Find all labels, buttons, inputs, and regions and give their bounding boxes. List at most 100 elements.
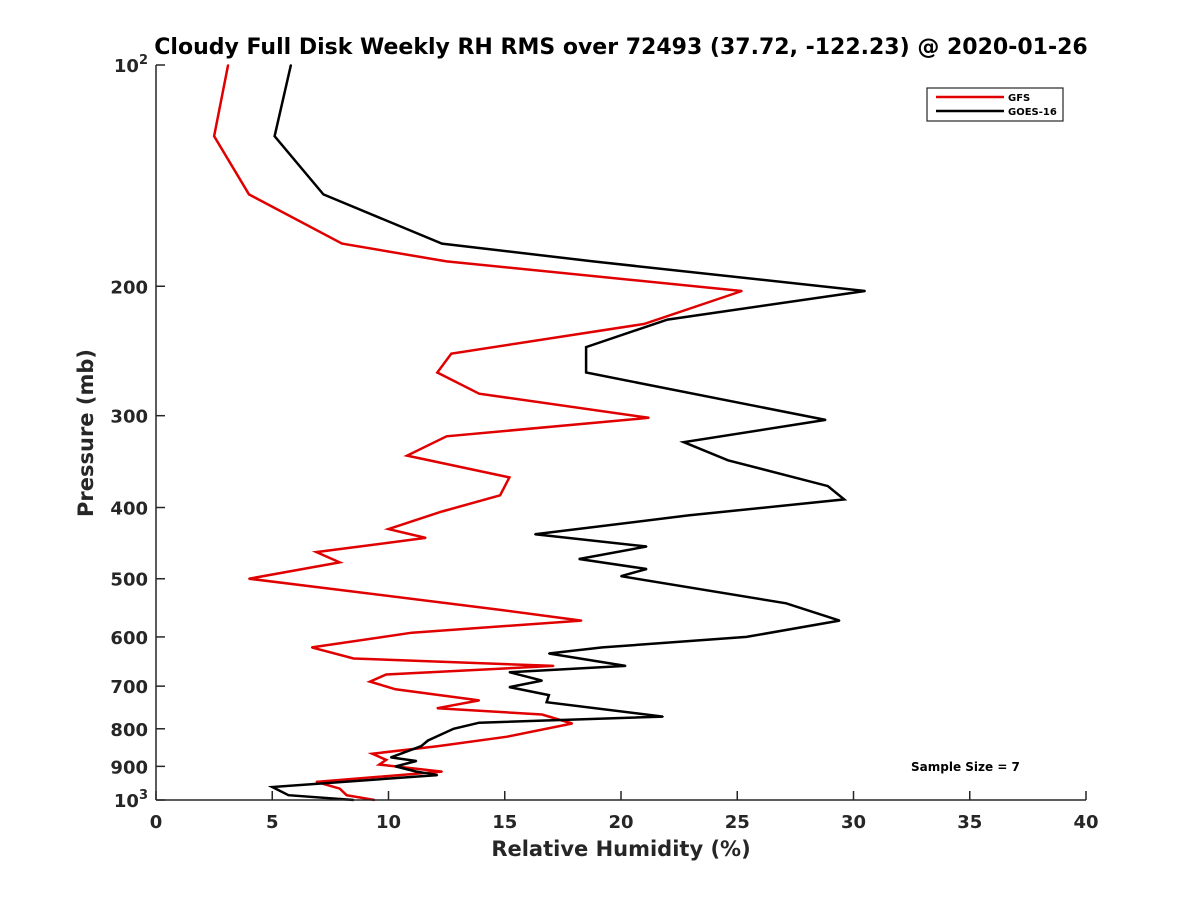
y-tick-label: 200: [110, 277, 148, 298]
y-tick-label: 102: [114, 53, 148, 77]
data-point-gfs-18: [315, 551, 318, 553]
data-point-gfs-9: [478, 392, 481, 395]
y-tick-label: 400: [110, 499, 148, 520]
legend-box: [926, 87, 1064, 122]
data-point-goes16-7: [585, 346, 587, 348]
y-tick-label: 103: [114, 788, 148, 812]
data-point-gfs-0: [227, 64, 230, 66]
data-point-gfs-33: [571, 722, 574, 725]
data-point-gfs-4: [445, 260, 448, 263]
data-point-goes16-3: [441, 242, 443, 245]
series-line-gfs: [212, 64, 743, 802]
data-point-gfs-14: [499, 494, 501, 497]
x-tick-label: 0: [150, 812, 163, 833]
x-tick-label: 30: [841, 812, 866, 833]
data-point-goes16-12: [827, 485, 829, 487]
data-point-gfs-32: [541, 713, 543, 716]
x-axis-label: Relative Humidity (%): [491, 837, 750, 861]
data-point-gfs-7: [450, 352, 453, 355]
data-point-goes16-20: [785, 602, 787, 605]
data-point-goes16-37: [415, 760, 418, 762]
data-point-gfs-11: [445, 435, 448, 438]
y-tick-label: 600: [110, 628, 148, 649]
legend-label-goes16: GOES-16: [1008, 107, 1057, 118]
data-point-goes16-40: [436, 774, 439, 776]
data-point-gfs-41: [338, 787, 341, 790]
data-point-goes16-9: [824, 419, 827, 421]
data-point-goes16-27: [541, 679, 543, 682]
data-point-goes16-8: [585, 371, 587, 374]
x-tick-label: 15: [492, 812, 517, 833]
data-point-goes16-34: [427, 739, 429, 742]
data-point-goes16-41: [271, 786, 274, 788]
data-point-gfs-30: [478, 699, 481, 702]
data-point-gfs-31: [436, 707, 439, 710]
x-tick-label: 35: [957, 812, 982, 833]
data-point-goes16-38: [394, 765, 397, 768]
data-point-goes16-13: [843, 498, 846, 501]
data-point-goes16-32: [478, 721, 481, 724]
data-point-gfs-25: [352, 657, 355, 660]
data-point-gfs-35: [436, 745, 439, 748]
data-point-gfs-24: [310, 646, 313, 649]
x-axis-ticks: 0 5 10 15 20 25 30 35 40: [150, 791, 1099, 833]
data-point-goes16-5: [864, 290, 866, 292]
y-tick-label: 800: [110, 720, 148, 741]
data-point-goes16-11: [727, 459, 729, 462]
data-point-gfs-15: [441, 510, 443, 513]
data-point-goes16-25: [624, 665, 627, 667]
x-tick-label: 5: [266, 812, 279, 833]
data-point-goes16-21: [838, 619, 841, 622]
data-point-gfs-42: [345, 794, 348, 797]
data-point-gfs-40: [315, 781, 318, 783]
data-point-goes16-0: [290, 64, 292, 66]
sample-size-annotation: Sample Size = 7: [911, 760, 1020, 774]
data-point-goes16-22: [745, 636, 748, 638]
x-tick-label: 25: [725, 812, 750, 833]
data-point-gfs-8: [436, 371, 439, 374]
y-axis-ticks: 102 200 300 400 500 600 700 800 900 103: [110, 53, 165, 812]
data-point-gfs-38: [378, 763, 381, 766]
x-tick-label: 40: [1073, 812, 1098, 833]
data-point-goes16-26: [508, 671, 511, 674]
data-point-gfs-13: [508, 476, 511, 479]
data-point-goes16-29: [548, 694, 550, 696]
data-point-gfs-1: [213, 135, 216, 138]
data-point-goes16-4: [592, 260, 594, 263]
y-axis-label: Pressure (mb): [74, 349, 98, 517]
y-tick-label: 500: [110, 570, 148, 591]
data-point-gfs-26: [552, 665, 555, 667]
x-tick-label: 10: [376, 812, 401, 833]
data-point-gfs-19: [338, 561, 341, 564]
data-point-gfs-16: [387, 528, 390, 530]
data-point-gfs-2: [248, 193, 250, 196]
data-point-gfs-23: [410, 631, 413, 634]
chart-title: Cloudy Full Disk Weekly RH RMS over 7249…: [154, 35, 1087, 60]
data-point-gfs-10: [648, 416, 650, 419]
series-line-goes16: [267, 64, 866, 802]
data-point-goes16-1: [273, 135, 276, 138]
data-point-goes16-14: [687, 514, 690, 517]
data-point-goes16-28: [508, 686, 511, 688]
data-point-goes16-2: [322, 193, 325, 196]
data-point-goes16-31: [662, 715, 664, 718]
data-point-gfs-37: [385, 759, 388, 761]
legend-label-gfs: GFS: [1008, 93, 1030, 104]
x-tick-label: 20: [608, 812, 633, 833]
data-point-gfs-21: [494, 608, 497, 611]
data-point-gfs-3: [341, 242, 343, 245]
data-point-goes16-36: [389, 756, 392, 759]
data-point-goes16-35: [420, 745, 422, 748]
data-point-goes16-6: [666, 318, 669, 321]
y-tick-label: 700: [110, 677, 148, 698]
data-point-gfs-20: [248, 577, 250, 580]
data-point-goes16-30: [545, 701, 548, 704]
data-point-gfs-5: [741, 290, 743, 292]
data-point-gfs-28: [369, 680, 371, 683]
data-point-gfs-36: [371, 752, 374, 755]
data-point-goes16-19: [620, 575, 622, 578]
data-point-goes16-24: [548, 652, 550, 655]
